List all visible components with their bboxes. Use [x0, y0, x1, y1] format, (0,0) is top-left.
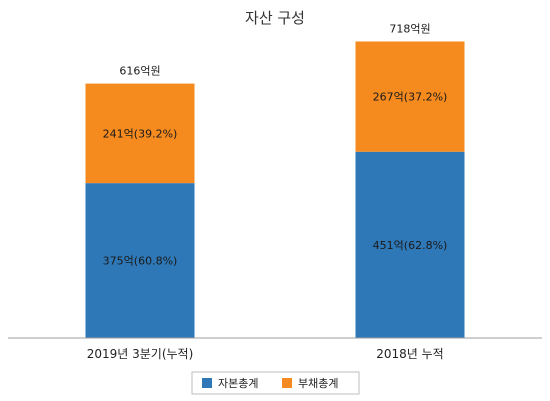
bar-segment-liabilities — [355, 41, 465, 152]
plot-area: 375억(60.8%) 241억(39.2%) 616억원 451억(62.8%) 26… — [85, 22, 465, 338]
bar-label-liabilities: 241억(39.2%) — [103, 127, 178, 140]
bar-segment-liabilities — [85, 83, 195, 184]
x-tick-label: 2019년 3분기(누적) — [87, 347, 194, 361]
x-tick-label: 2018년 누적 — [376, 347, 443, 361]
legend-swatch-equity — [202, 378, 212, 388]
legend-swatch-liabilities — [282, 378, 292, 388]
legend: 자본총계 부채총계 — [191, 371, 360, 395]
legend-label-liabilities: 부채총계 — [298, 377, 338, 390]
legend-frame — [191, 371, 360, 395]
bar-label-equity: 375억(60.8%) — [103, 255, 178, 268]
bar-total-label: 616억원 — [119, 65, 160, 78]
chart-title: 자산 구성 — [245, 9, 305, 27]
bar-label-liabilities: 267억(37.2%) — [373, 91, 448, 104]
bar-total-label: 718억원 — [389, 22, 430, 35]
bar-label-equity: 451억(62.8%) — [373, 239, 448, 252]
bar-segment-equity — [355, 151, 465, 338]
bar-segment-equity — [85, 183, 195, 338]
legend-label-equity: 자본총계 — [218, 377, 258, 390]
